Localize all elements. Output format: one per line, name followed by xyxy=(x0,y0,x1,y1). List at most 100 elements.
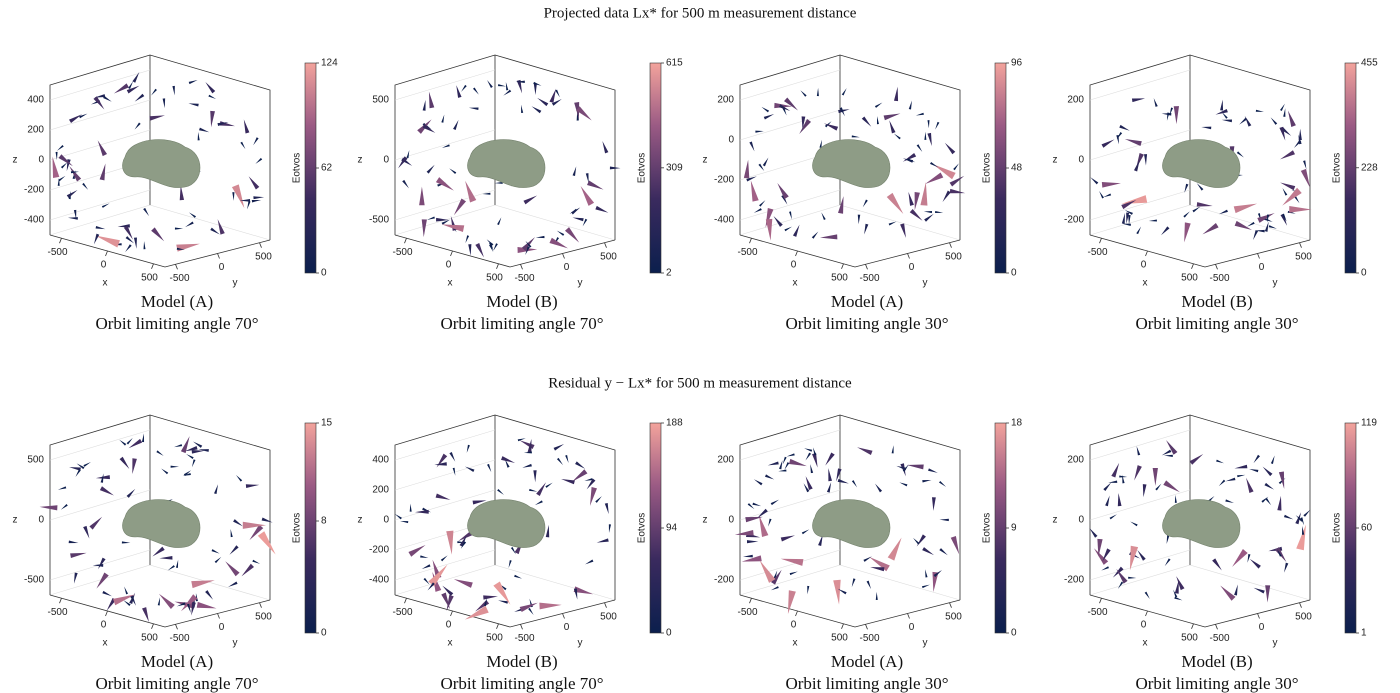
z-tick-label: 200 xyxy=(717,455,734,466)
y-axis-label: y xyxy=(578,638,583,649)
field-glyph xyxy=(1166,535,1170,545)
colorbar-tick-label: 18 xyxy=(1011,418,1023,429)
x-tick-label: -500 xyxy=(737,607,757,618)
field-glyph xyxy=(501,456,516,463)
x-tick-label: 500 xyxy=(1181,632,1198,643)
field-glyph xyxy=(55,151,58,161)
field-glyph xyxy=(863,556,872,562)
field-glyph xyxy=(183,470,192,477)
field-glyph xyxy=(446,594,454,611)
y-tick xyxy=(604,242,607,248)
field-glyph xyxy=(781,194,788,205)
field-glyph xyxy=(452,467,456,476)
field-glyph xyxy=(503,89,512,96)
field-glyph xyxy=(585,559,594,565)
z-tick-label: -400 xyxy=(369,575,389,586)
field-glyph xyxy=(486,239,494,246)
field-glyph xyxy=(602,141,609,154)
field-glyph xyxy=(942,190,951,203)
field-glyph xyxy=(95,225,106,230)
field-glyph xyxy=(1277,549,1282,557)
field-glyph xyxy=(179,185,185,201)
field-glyph xyxy=(1173,589,1178,598)
y-tick-label: 500 xyxy=(1295,611,1312,622)
field-glyph xyxy=(757,508,768,519)
colorbar-label: Eotvos xyxy=(292,153,303,184)
colorbar xyxy=(649,422,662,634)
field-glyph xyxy=(745,516,763,523)
field-glyph xyxy=(134,122,141,130)
field-glyph xyxy=(841,88,847,96)
field-glyph xyxy=(1263,217,1273,223)
x-tick xyxy=(841,623,844,629)
z-grid-line xyxy=(49,189,151,221)
field-glyph xyxy=(1111,462,1120,478)
field-glyph xyxy=(248,176,260,190)
field-glyph xyxy=(240,141,246,150)
x-tick xyxy=(151,623,154,629)
field-glyph xyxy=(1192,206,1201,213)
z-grid-line xyxy=(394,129,496,161)
z-grid-line xyxy=(394,489,496,521)
field-glyph xyxy=(422,124,436,133)
field-glyph xyxy=(953,163,959,171)
caption-model: Model (B) xyxy=(1181,292,1252,311)
field-glyph xyxy=(1234,220,1252,230)
field-glyph xyxy=(572,166,577,176)
field-glyph xyxy=(1282,187,1302,206)
field-glyph xyxy=(497,488,504,495)
y-tick-label: 0 xyxy=(564,262,570,273)
field-glyph xyxy=(459,535,467,547)
field-glyph xyxy=(818,534,823,547)
field-glyph xyxy=(239,198,251,202)
field-glyph xyxy=(245,484,260,489)
field-glyph xyxy=(533,81,542,86)
colorbar-tick-label: 188 xyxy=(666,418,683,429)
caption-angle: Orbit limiting angle 70° xyxy=(440,314,603,333)
field-glyph xyxy=(449,168,457,175)
x-tick-label: 0 xyxy=(791,260,797,271)
panel: 200 0 -200 z -500 0 500 x -500 0 500 y 1 60 119 Eotvos M… xyxy=(1053,414,1377,693)
field-glyph xyxy=(1287,110,1296,127)
field-glyph xyxy=(909,208,923,221)
field-glyph xyxy=(750,180,759,202)
colorbar-label: Eotvos xyxy=(1332,153,1343,184)
field-glyph xyxy=(825,452,835,466)
field-glyph xyxy=(119,456,130,469)
field-glyph xyxy=(549,237,569,249)
field-glyph xyxy=(1183,211,1190,218)
field-glyph xyxy=(1176,576,1185,591)
field-glyph xyxy=(804,448,813,452)
field-glyph xyxy=(582,218,588,227)
x-tick xyxy=(1145,610,1148,617)
field-glyph xyxy=(428,91,435,109)
colorbar-tick-label: 8 xyxy=(321,516,327,527)
z-grid-line xyxy=(1089,69,1191,101)
field-glyph xyxy=(851,480,858,488)
field-glyph xyxy=(180,594,198,612)
field-glyph xyxy=(1102,548,1111,562)
field-glyph xyxy=(1116,568,1128,584)
caption-angle: Orbit limiting angle 30° xyxy=(785,314,948,333)
field-glyph xyxy=(93,96,105,110)
floor-edges xyxy=(394,234,616,268)
field-glyph xyxy=(1264,482,1275,490)
field-glyph xyxy=(913,537,920,545)
field-glyph xyxy=(758,163,765,171)
field-glyph xyxy=(141,433,145,443)
z-tick-label: 0 xyxy=(38,155,44,166)
field-glyph xyxy=(97,140,108,157)
field-glyph xyxy=(792,224,800,237)
z-grid-line xyxy=(739,109,841,141)
z-tick-label: 0 xyxy=(1078,515,1084,526)
field-glyph xyxy=(117,224,130,228)
field-glyph xyxy=(564,227,580,243)
field-glyph xyxy=(103,95,112,102)
field-glyph xyxy=(899,482,908,487)
field-glyph xyxy=(191,459,196,468)
z-tick-label: 200 xyxy=(1067,455,1084,466)
field-glyph xyxy=(70,171,80,174)
field-glyph xyxy=(925,172,944,184)
field-glyph xyxy=(422,122,432,130)
